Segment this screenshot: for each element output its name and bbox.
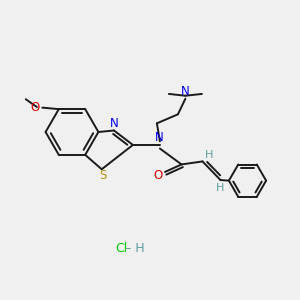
Text: O: O — [153, 169, 162, 182]
Text: H: H — [205, 150, 213, 160]
Text: S: S — [99, 169, 106, 182]
Text: N: N — [181, 85, 190, 98]
Text: N: N — [110, 116, 118, 130]
Text: H: H — [216, 183, 225, 193]
Text: O: O — [30, 100, 39, 113]
Text: – H: – H — [125, 242, 145, 256]
Text: N: N — [155, 131, 164, 144]
Text: Cl: Cl — [116, 242, 128, 256]
